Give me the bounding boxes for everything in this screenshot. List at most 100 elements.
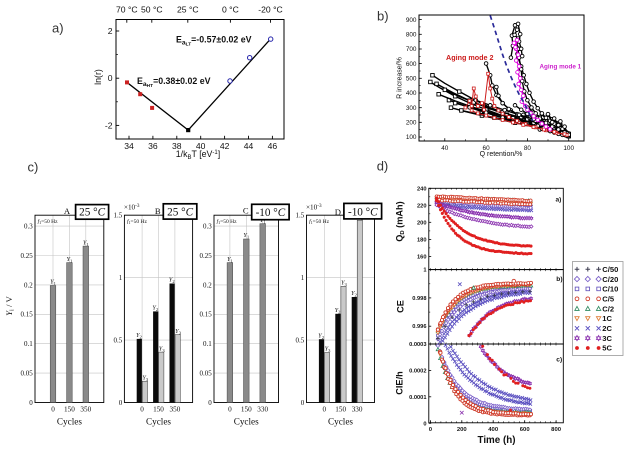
svg-text:Cycles: Cycles: [57, 417, 82, 427]
svg-text:0.5: 0.5: [296, 336, 305, 344]
svg-text:Y3: Y3: [341, 280, 348, 288]
svg-text:2C: 2C: [602, 324, 612, 333]
svg-text:a): a): [52, 21, 64, 36]
svg-text:Y3: Y3: [159, 345, 166, 353]
svg-text:330: 330: [257, 406, 268, 414]
svg-text:Cycles: Cycles: [328, 417, 353, 427]
svg-text:0.2: 0.2: [24, 281, 33, 289]
svg-text:R increase/%: R increase/%: [397, 57, 404, 99]
svg-text:A: A: [64, 206, 71, 216]
svg-text:3C: 3C: [602, 334, 612, 343]
svg-text:0: 0: [119, 399, 123, 407]
svg-text:Aging mode 2: Aging mode 2: [446, 53, 494, 62]
svg-text:C/10: C/10: [602, 285, 618, 294]
svg-text:×10-3: ×10-3: [124, 203, 140, 212]
svg-text:40: 40: [196, 141, 206, 151]
svg-text:350: 350: [170, 406, 181, 414]
svg-text:900: 900: [406, 17, 417, 24]
svg-text:c): c): [28, 159, 39, 174]
svg-text:Y2: Y2: [169, 277, 176, 285]
svg-text:36: 36: [148, 141, 158, 151]
svg-text:0.998: 0.998: [412, 296, 426, 302]
svg-text:600: 600: [406, 61, 417, 68]
svg-text:800: 800: [551, 427, 562, 433]
svg-text:400: 400: [406, 90, 417, 97]
svg-text:0.15: 0.15: [21, 311, 34, 319]
svg-text:EaHT=0.38±0.02 eV: EaHT=0.38±0.02 eV: [137, 76, 211, 89]
svg-text:1.5: 1.5: [296, 212, 305, 220]
svg-text:0: 0: [51, 406, 55, 414]
svg-text:240: 240: [417, 186, 427, 192]
svg-text:ln(r): ln(r): [93, 69, 103, 85]
svg-text:38: 38: [172, 141, 182, 151]
svg-text:B: B: [155, 206, 161, 216]
svg-text:180: 180: [417, 237, 427, 243]
svg-text:500: 500: [406, 76, 417, 83]
svg-text:150: 150: [241, 406, 252, 414]
svg-text:0.0001: 0.0001: [409, 395, 426, 401]
svg-text:0.15: 0.15: [200, 311, 213, 319]
svg-text:80: 80: [524, 145, 532, 152]
svg-text:d): d): [377, 159, 389, 174]
svg-text:b): b): [377, 9, 389, 24]
svg-text:Y2: Y2: [351, 290, 358, 298]
svg-text:100: 100: [563, 145, 574, 152]
svg-text:Y1: Y1: [260, 217, 267, 225]
svg-text:60: 60: [483, 145, 491, 152]
svg-text:0: 0: [429, 427, 433, 433]
svg-text:0.0003: 0.0003: [409, 342, 426, 348]
svg-text:a): a): [556, 197, 562, 204]
svg-text:D: D: [335, 207, 341, 217]
svg-text:QD (mAh): QD (mAh): [395, 201, 407, 241]
svg-text:0.996: 0.996: [412, 324, 426, 330]
svg-text:220: 220: [417, 203, 427, 209]
svg-text:Y3: Y3: [325, 346, 332, 354]
svg-text:Aging mode 1: Aging mode 1: [540, 64, 582, 71]
svg-text:600: 600: [520, 427, 531, 433]
svg-text:200: 200: [406, 120, 417, 127]
svg-text:0: 0: [323, 406, 327, 414]
svg-text:5C: 5C: [602, 344, 612, 353]
svg-text:Y2: Y2: [335, 307, 342, 315]
svg-text:2: 2: [108, 26, 113, 36]
svg-text:70 °C: 70 °C: [116, 5, 138, 15]
svg-text:0.1: 0.1: [24, 340, 33, 348]
svg-text:0: 0: [423, 421, 426, 427]
svg-text:0.2: 0.2: [203, 281, 212, 289]
svg-text:Y1: Y1: [50, 279, 57, 287]
svg-text:C/50: C/50: [602, 265, 618, 274]
svg-text:46: 46: [268, 141, 278, 151]
svg-text:34: 34: [124, 141, 134, 151]
svg-text:C/2: C/2: [602, 304, 614, 313]
svg-text:0: 0: [301, 399, 305, 407]
svg-text:0 °C: 0 °C: [222, 5, 239, 15]
svg-text:Q retention/%: Q retention/%: [480, 151, 523, 158]
svg-text:EaLT=-0.57±0.02 eV: EaLT=-0.57±0.02 eV: [176, 35, 252, 48]
svg-text:0.25: 0.25: [21, 252, 34, 260]
svg-text:-20 °C: -20 °C: [258, 5, 282, 15]
svg-text:25 °C: 25 °C: [177, 5, 199, 15]
svg-text:0: 0: [108, 73, 113, 83]
svg-text:Y1: Y1: [83, 239, 90, 247]
svg-text:25 °C: 25 °C: [167, 207, 193, 219]
svg-text:1/kBT [eV-1]: 1/kBT [eV-1]: [176, 149, 220, 161]
svg-text:Cycles: Cycles: [234, 417, 259, 427]
svg-text:0.05: 0.05: [21, 370, 34, 378]
svg-text:150: 150: [64, 406, 75, 414]
svg-text:Time (h): Time (h): [478, 435, 516, 446]
svg-text:1: 1: [119, 274, 123, 282]
svg-text:c): c): [556, 357, 562, 364]
svg-text:Y3: Y3: [142, 374, 149, 382]
svg-text:50 °C: 50 °C: [141, 5, 163, 15]
svg-text:f1=50 Hz: f1=50 Hz: [309, 218, 329, 225]
svg-text:Yi / V: Yi / V: [4, 295, 16, 315]
svg-text:1.5: 1.5: [113, 212, 122, 220]
svg-text:CIE/h: CIE/h: [395, 371, 405, 395]
svg-text:0: 0: [228, 406, 232, 414]
svg-text:0: 0: [140, 406, 144, 414]
svg-text:800: 800: [406, 32, 417, 39]
svg-text:44: 44: [244, 141, 254, 151]
svg-text:Y3: Y3: [175, 328, 182, 336]
svg-text:-10 °C: -10 °C: [348, 206, 378, 218]
svg-text:42: 42: [220, 141, 230, 151]
